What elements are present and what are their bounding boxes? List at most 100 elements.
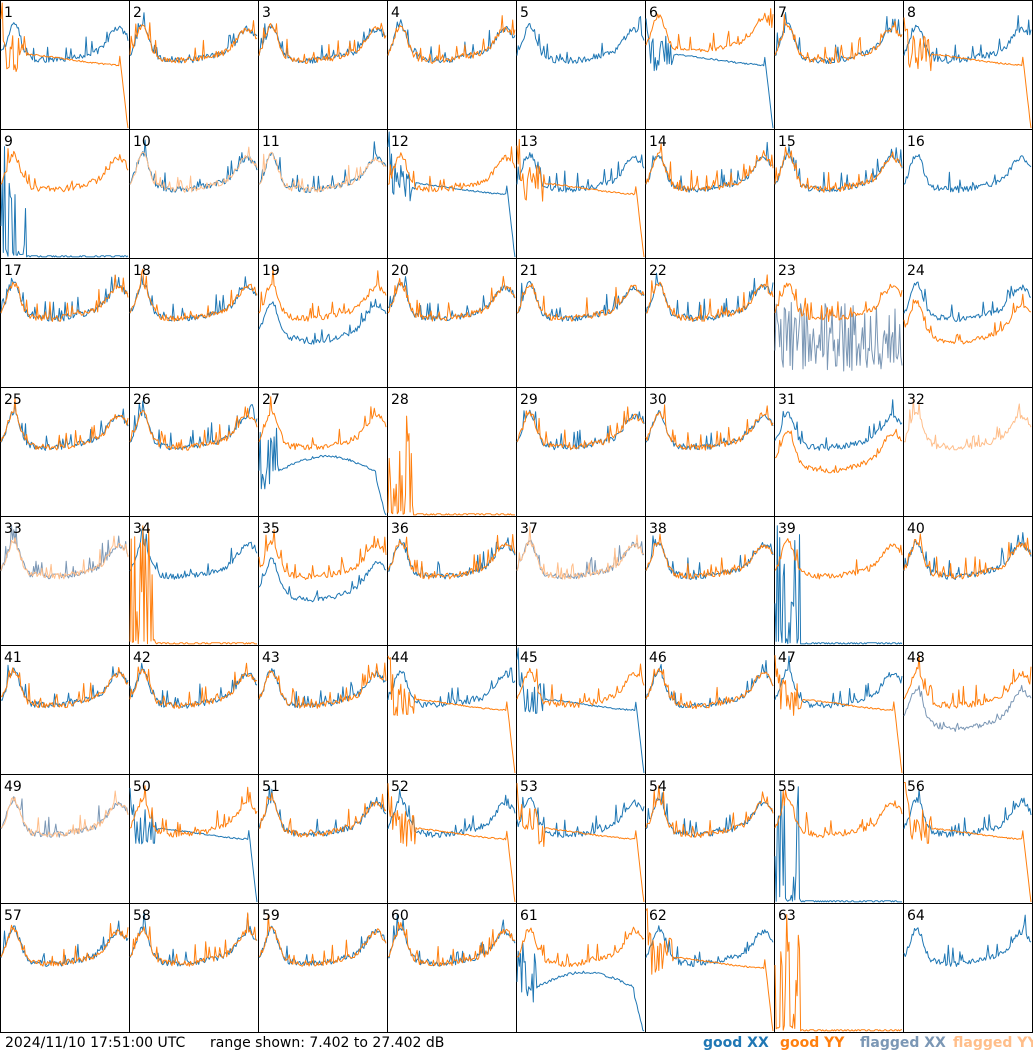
panel-34: 34 — [129, 516, 259, 646]
series-xx-line — [516, 152, 645, 193]
panel-label: 46 — [649, 650, 667, 666]
series-xx-line — [258, 786, 387, 837]
series-xx-line — [774, 146, 903, 193]
panel-label: 45 — [520, 650, 538, 666]
series-xx-line — [903, 684, 1032, 732]
panel-13: 13 — [516, 129, 646, 259]
panel-label: 18 — [133, 263, 151, 279]
panel-58: 58 — [129, 903, 259, 1033]
series-yy-line — [0, 535, 129, 580]
series-xx-line — [774, 525, 903, 645]
series-yy-line — [516, 926, 645, 968]
series-yy-line — [516, 526, 645, 580]
series-yy-line — [645, 533, 774, 580]
panel-label: 3 — [262, 5, 271, 21]
panel-60: 60 — [387, 903, 517, 1033]
panel-16: 16 — [903, 129, 1033, 259]
series-yy-line — [387, 275, 516, 322]
panel-frame — [0, 129, 130, 259]
series-xx-line — [129, 275, 258, 322]
panel-42: 42 — [129, 645, 259, 775]
series-yy-line — [258, 662, 387, 709]
series-yy-line — [129, 406, 258, 451]
legend-flagged-xx: flagged XX — [860, 1035, 946, 1051]
panel-label: 36 — [391, 521, 409, 537]
series-xx-line — [387, 19, 516, 64]
panel-33: 33 — [0, 516, 130, 646]
panel-label: 21 — [520, 263, 538, 279]
panel-label: 51 — [262, 779, 280, 795]
series-yy-line — [903, 533, 1032, 580]
panel-17: 17 — [0, 258, 130, 388]
panel-label: 1 — [4, 5, 13, 21]
series-xx-line — [516, 539, 645, 580]
panel-label: 57 — [4, 908, 22, 924]
panel-label: 15 — [778, 134, 796, 150]
panel-label: 13 — [520, 134, 538, 150]
panel-label: 34 — [133, 521, 151, 537]
panel-27: 27 — [258, 387, 388, 517]
series-yy-line — [516, 663, 645, 708]
series-xx-line — [516, 796, 645, 838]
series-yy-line — [0, 2, 129, 129]
panel-label: 24 — [907, 263, 925, 279]
series-yy-line — [516, 406, 644, 451]
panel-label: 52 — [391, 779, 409, 795]
series-yy-line — [387, 655, 516, 774]
panel-label: 62 — [649, 908, 667, 924]
series-yy-line — [774, 282, 903, 322]
panel-38: 38 — [645, 516, 775, 646]
series-yy-line — [387, 534, 516, 580]
panel-label: 23 — [778, 263, 796, 279]
panel-18: 18 — [129, 258, 259, 388]
series-yy-line — [904, 782, 1032, 903]
panel-22: 22 — [645, 258, 775, 388]
panel-label: 4 — [391, 5, 400, 21]
series-yy-line — [258, 396, 387, 451]
panel-44: 44 — [387, 645, 517, 775]
panel-label: 9 — [4, 134, 13, 150]
panel-20: 20 — [387, 258, 517, 388]
panel-35: 35 — [258, 516, 388, 646]
series-xx-line — [774, 786, 902, 903]
series-xx-line — [645, 535, 774, 580]
panel-4: 4 — [387, 0, 517, 130]
panel-label: 48 — [907, 650, 925, 666]
series-yy-line — [0, 790, 129, 838]
panel-label: 58 — [133, 908, 151, 924]
series-yy-line — [645, 274, 774, 322]
series-yy-line — [129, 20, 258, 64]
panel-12: 12 — [387, 129, 517, 259]
series-xx-line — [258, 557, 387, 603]
series-xx-line — [0, 22, 129, 63]
panel-43: 43 — [258, 645, 388, 775]
series-yy-line — [387, 921, 516, 967]
series-yy-line — [774, 428, 903, 474]
series-yy-line — [903, 654, 1032, 709]
series-yy-line — [387, 15, 516, 64]
panel-28: 28 — [387, 387, 517, 517]
series-yy-line — [258, 914, 387, 967]
series-xx-line — [387, 667, 516, 708]
panel-label: 37 — [520, 521, 538, 537]
series-xx-line — [903, 914, 1032, 967]
panel-57: 57 — [0, 903, 130, 1033]
series-yy-line — [0, 148, 129, 193]
panel-label: 39 — [778, 521, 796, 537]
panel-label: 28 — [391, 392, 409, 408]
panel-label: 40 — [907, 521, 925, 537]
series-yy-line — [516, 283, 645, 322]
series-xx-line — [903, 281, 1032, 322]
panel-59: 59 — [258, 903, 388, 1033]
panel-41: 41 — [0, 645, 130, 775]
series-xx-line — [258, 925, 387, 966]
panel-label: 38 — [649, 521, 667, 537]
panel-label: 16 — [907, 134, 925, 150]
series-xx-line — [258, 298, 387, 345]
panel-15: 15 — [774, 129, 904, 259]
panel-23: 23 — [774, 258, 904, 388]
series-yy-line — [258, 792, 387, 838]
panel-30: 30 — [645, 387, 775, 517]
panel-14: 14 — [645, 129, 775, 259]
series-xx-line — [387, 276, 516, 322]
